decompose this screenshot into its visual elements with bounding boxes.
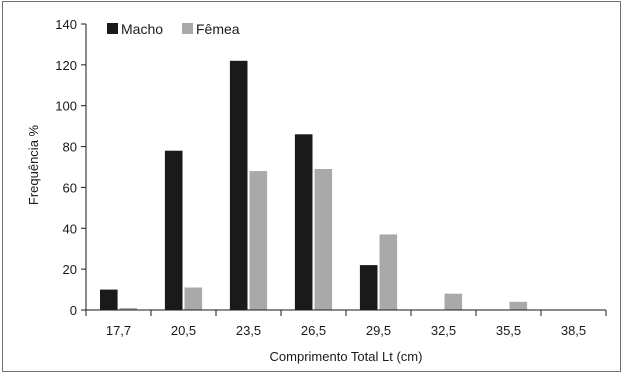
legend-swatch-macho <box>107 23 118 34</box>
bar-fmea-6 <box>509 301 528 310</box>
legend-label-macho: Macho <box>121 21 163 37</box>
bar-fmea-2 <box>249 171 268 310</box>
bar-macho-4 <box>359 265 378 310</box>
x-tick-label-4: 29,5 <box>366 323 391 338</box>
bar-macho-1 <box>164 150 183 310</box>
bars <box>100 60 528 310</box>
x-tick-label-1: 20,5 <box>171 323 196 338</box>
legend-label-femea: Fêmea <box>196 21 240 37</box>
y-tick-label-1: 20 <box>63 262 77 277</box>
y-ticks: 0 20 40 60 80 100 120 140 <box>55 17 86 318</box>
x-tick-label-2: 23,5 <box>236 323 261 338</box>
y-tick-label-5: 100 <box>55 99 77 114</box>
x-tick-label-6: 35,5 <box>496 323 521 338</box>
x-tick-label-3: 26,5 <box>301 323 326 338</box>
bar-macho-2 <box>229 60 248 310</box>
y-axis-title: Frequência % <box>26 124 41 205</box>
x-tick-label-7: 38,5 <box>561 323 586 338</box>
bar-macho-0 <box>100 289 118 310</box>
x-tick-label-5: 32,5 <box>431 323 456 338</box>
y-tick-label-4: 80 <box>63 140 77 155</box>
y-tick-label-3: 60 <box>63 180 77 195</box>
x-tick-label-0: 17,7 <box>106 323 131 338</box>
x-ticks: 17,7 20,5 23,5 26,5 29,5 32,5 35,5 38,5 <box>85 310 607 338</box>
y-tick-label-0: 0 <box>70 303 77 318</box>
bar-fmea-1 <box>184 287 203 310</box>
y-tick-label-6: 120 <box>55 58 77 73</box>
legend-swatch-femea <box>182 23 193 34</box>
bar-fmea-5 <box>444 293 463 310</box>
bar-macho-3 <box>294 134 313 310</box>
y-tick-label-7: 140 <box>55 17 77 32</box>
bar-fmea-0 <box>119 308 138 310</box>
y-tick-label-2: 40 <box>63 221 77 236</box>
bar-fmea-3 <box>314 169 333 310</box>
bar-fmea-4 <box>379 234 398 310</box>
legend: Macho Fêmea <box>107 21 240 37</box>
x-axis-title: Comprimento Total Lt (cm) <box>270 349 423 364</box>
